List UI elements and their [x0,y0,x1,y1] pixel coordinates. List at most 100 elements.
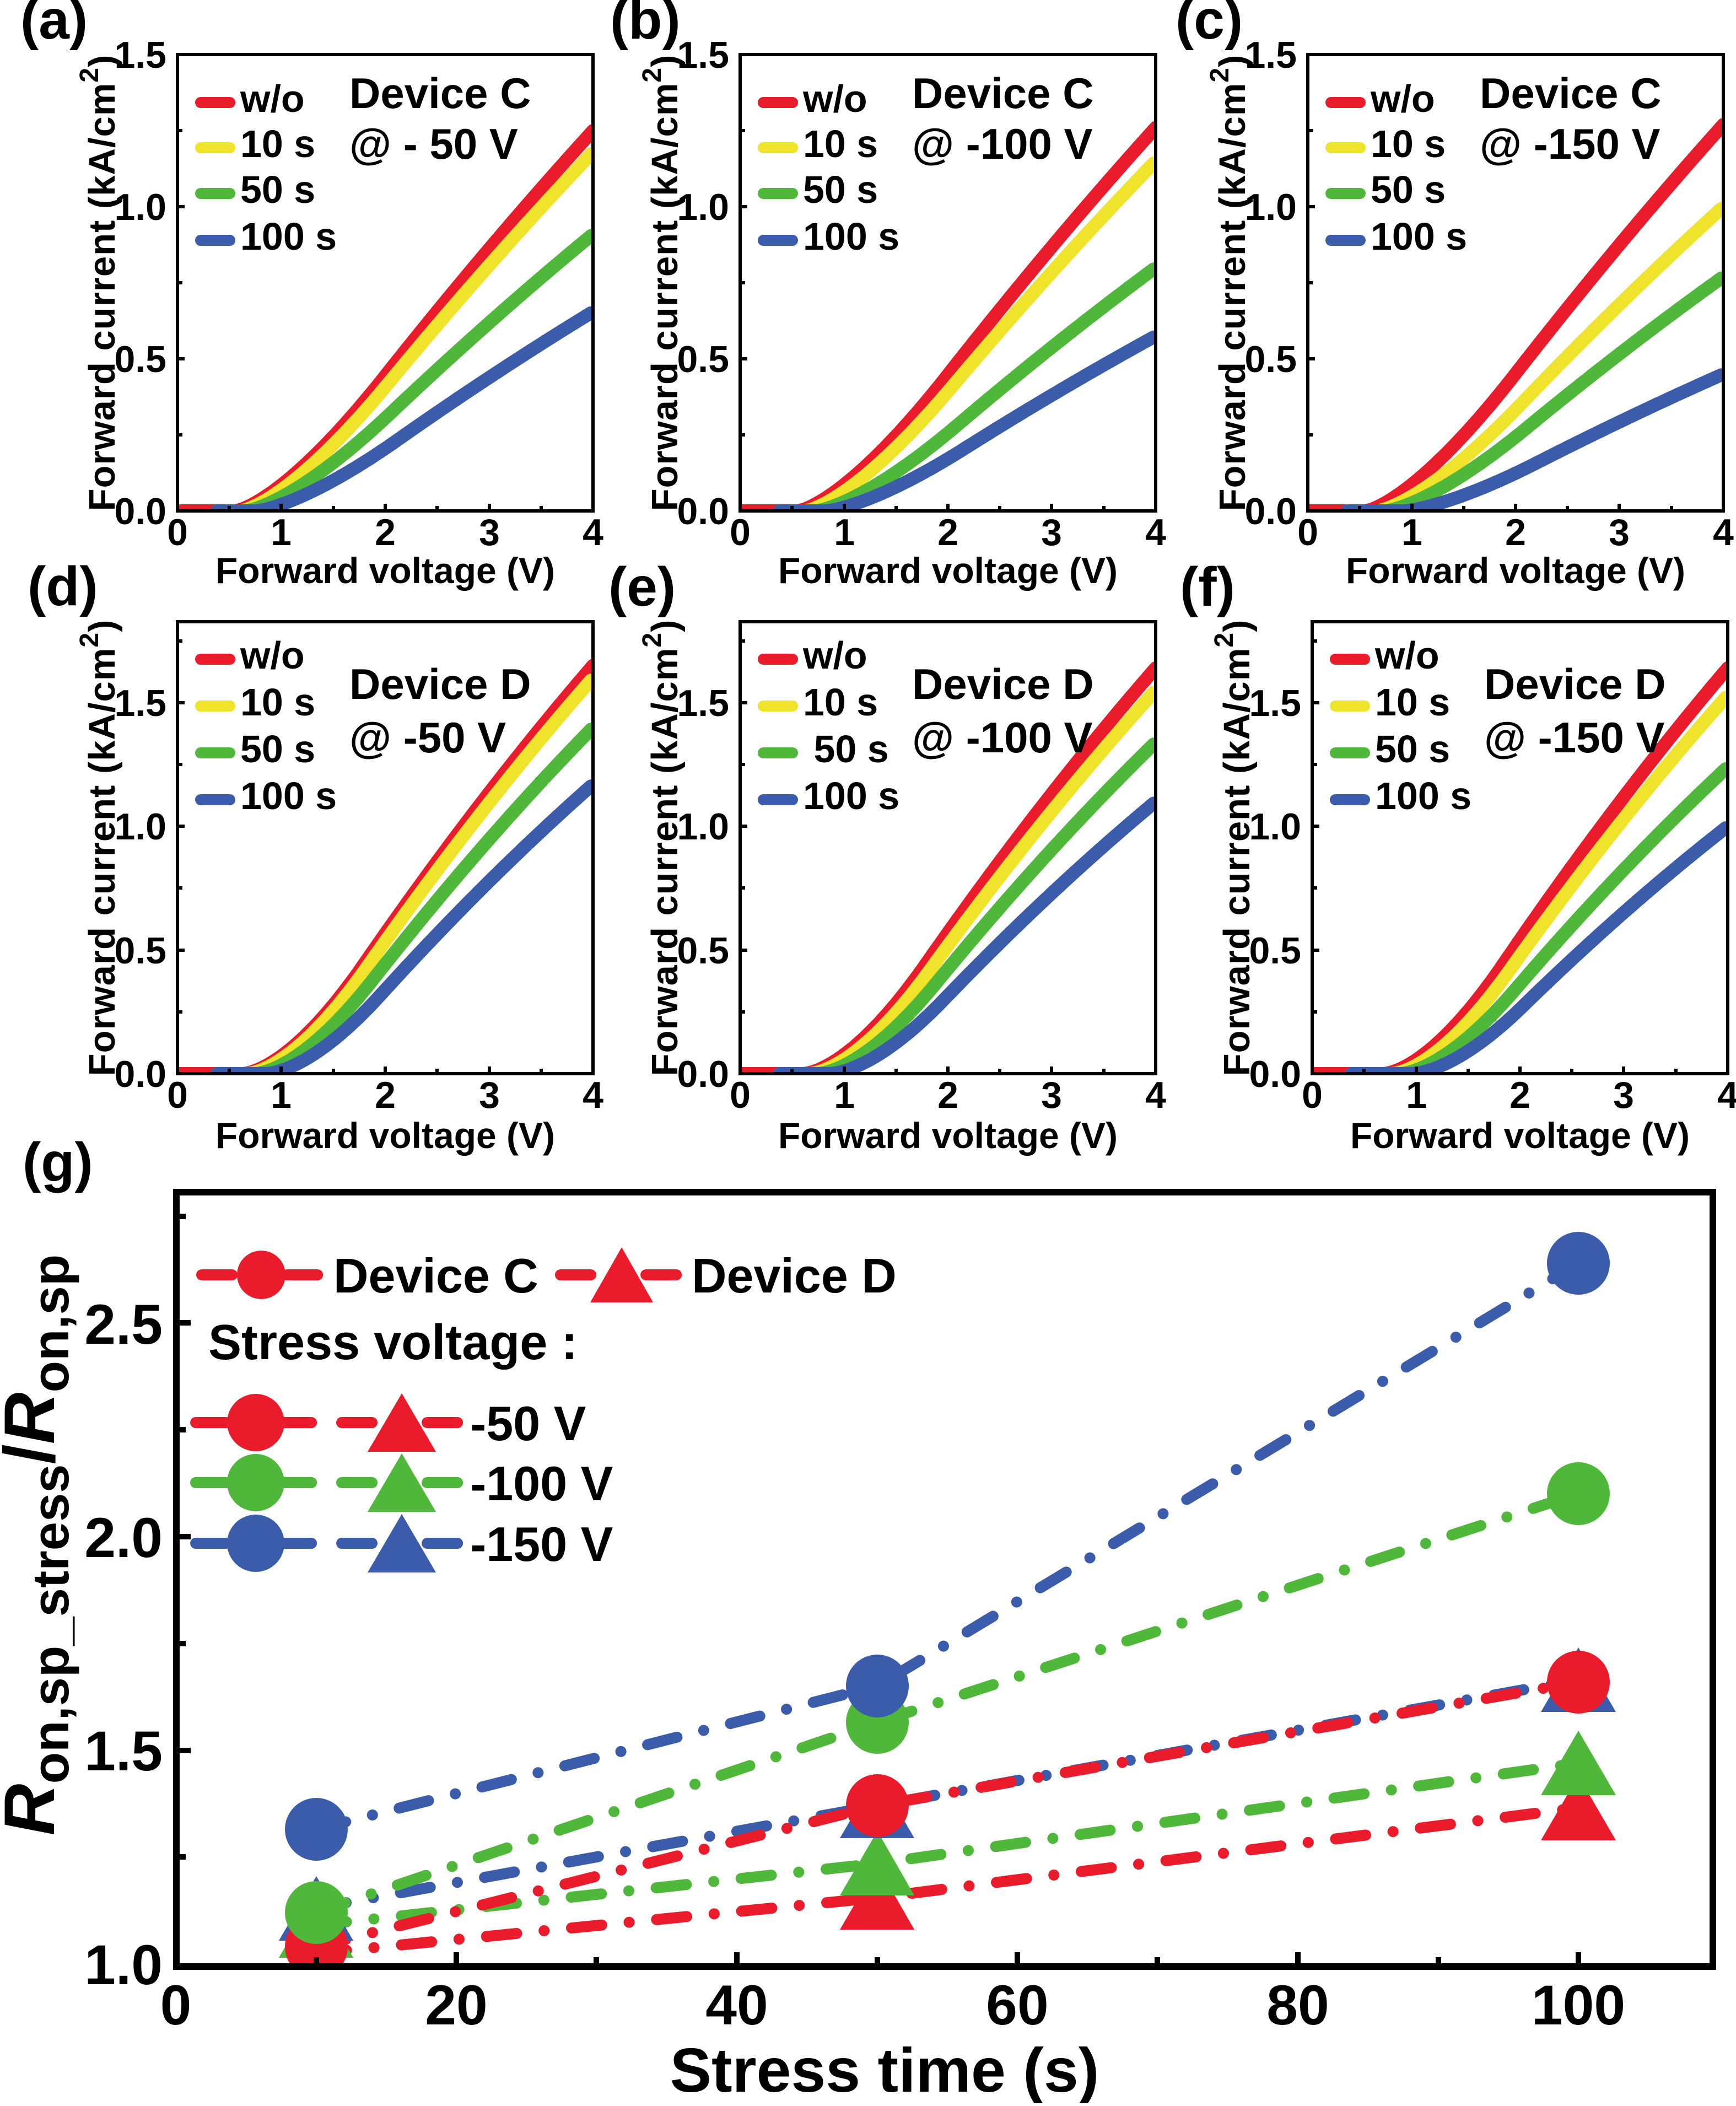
svg-text:1: 1 [1406,1074,1427,1116]
svg-text:1.5: 1.5 [677,34,729,76]
svg-text:w/o: w/o [802,77,867,120]
svg-text:0.0: 0.0 [677,1053,729,1095]
svg-text:(g): (g) [23,1132,93,1193]
svg-text:1.0: 1.0 [114,806,166,848]
svg-text:100 s: 100 s [240,774,337,817]
svg-text:3: 3 [1041,511,1062,553]
svg-text:Device D: Device D [692,1248,897,1303]
svg-text:Forward current (kA/cm2): Forward current (kA/cm2) [75,620,123,1076]
svg-text:0.0: 0.0 [1244,491,1297,532]
svg-text:10 s: 10 s [803,122,878,165]
svg-text:3: 3 [1609,511,1630,553]
svg-text:0: 0 [167,1074,188,1116]
svg-text:1.0: 1.0 [677,806,729,848]
svg-text:0: 0 [1297,511,1318,553]
svg-text:Forward voltage (V): Forward voltage (V) [215,1115,555,1156]
svg-text:0.0: 0.0 [1249,1053,1301,1095]
svg-text:3: 3 [1041,1074,1062,1116]
svg-text:-100 V: -100 V [470,1456,613,1511]
svg-text:(d): (d) [28,556,98,617]
svg-text:50 s: 50 s [240,728,315,771]
svg-text:50 s: 50 s [803,728,889,771]
svg-text:1: 1 [271,1074,292,1116]
svg-text:80: 80 [1266,1974,1329,2037]
svg-text:@ -100 V: @ -100 V [912,713,1093,762]
svg-text:100 s: 100 s [240,215,337,258]
svg-text:1: 1 [834,1074,855,1116]
svg-text:Device D: Device D [349,660,531,708]
svg-text:0.0: 0.0 [114,1053,166,1095]
svg-text:1.0: 1.0 [114,186,166,228]
svg-text:4: 4 [1145,511,1166,553]
svg-text:w/o: w/o [240,77,305,120]
svg-text:w/o: w/o [1374,634,1440,677]
svg-text:@ -150 V: @ -150 V [1480,120,1660,168]
svg-text:20: 20 [425,1974,487,2037]
svg-text:2.5: 2.5 [84,1293,163,1356]
svg-text:2: 2 [375,511,396,553]
svg-text:Forward current (kA/cm2): Forward current (kA/cm2) [75,55,123,511]
svg-text:2: 2 [1509,1074,1530,1116]
svg-text:3: 3 [1613,1074,1634,1116]
svg-text:0: 0 [1302,1074,1323,1116]
svg-text:1.0: 1.0 [1244,186,1297,228]
svg-text:50 s: 50 s [1375,728,1450,771]
svg-text:Device D: Device D [1484,660,1666,708]
svg-text:1.5: 1.5 [677,682,729,724]
svg-text:4: 4 [583,1074,603,1116]
svg-text:10 s: 10 s [240,122,315,165]
svg-text:4: 4 [1713,511,1734,553]
svg-text:2: 2 [937,511,958,553]
svg-text:1.5: 1.5 [114,682,166,724]
svg-text:2: 2 [1505,511,1526,553]
svg-text:(e): (e) [608,556,676,618]
svg-text:0.0: 0.0 [114,491,166,532]
svg-text:Device D: Device D [912,660,1094,708]
svg-text:0.5: 0.5 [114,930,166,972]
svg-text:100 s: 100 s [803,215,899,258]
svg-text:0: 0 [730,1074,751,1116]
svg-text:1.5: 1.5 [1244,34,1297,76]
svg-text:100 s: 100 s [1371,215,1467,258]
svg-text:@ - 50 V: @ - 50 V [349,120,518,168]
svg-text:Device C: Device C [1480,69,1662,117]
svg-text:@ -150 V: @ -150 V [1484,713,1665,762]
svg-text:1.0: 1.0 [677,186,729,228]
svg-text:0.5: 0.5 [1244,338,1297,380]
svg-text:Forward current (kA/cm2): Forward current (kA/cm2) [1210,620,1258,1076]
svg-text:@ -100 V: @ -100 V [912,120,1093,168]
svg-text:0: 0 [160,1974,192,2037]
svg-text:Forward voltage (V): Forward voltage (V) [778,1115,1118,1156]
svg-text:w/o: w/o [1370,77,1435,120]
svg-text:1.5: 1.5 [114,34,166,76]
svg-text:Forward voltage (V): Forward voltage (V) [1346,550,1685,591]
svg-text:10 s: 10 s [240,681,315,724]
svg-text:2.0: 2.0 [84,1506,163,1569]
svg-text:100: 100 [1532,1974,1625,2037]
svg-text:Device C: Device C [912,69,1094,117]
svg-text:(c): (c) [1176,0,1243,51]
svg-text:0: 0 [167,511,188,553]
svg-text:100 s: 100 s [1375,774,1471,817]
svg-text:1.5: 1.5 [84,1720,163,1782]
svg-text:Forward current (kA/cm2): Forward current (kA/cm2) [1205,55,1253,511]
svg-text:10 s: 10 s [1375,681,1450,724]
svg-text:(a): (a) [20,0,88,51]
svg-text:w/o: w/o [240,634,305,677]
svg-text:1: 1 [271,511,292,553]
svg-text:4: 4 [1717,1074,1736,1116]
svg-text:40: 40 [705,1974,768,2037]
svg-text:Stress time (s): Stress time (s) [670,2035,1099,2103]
svg-text:4: 4 [583,511,603,553]
svg-text:Ron,sp_stress/Ron,sp: Ron,sp_stress/Ron,sp [0,1254,79,1836]
svg-text:50 s: 50 s [1371,168,1446,211]
svg-text:0.5: 0.5 [1249,930,1301,972]
svg-text:w/o: w/o [802,634,867,677]
svg-text:1: 1 [834,511,855,553]
svg-text:50 s: 50 s [240,168,315,211]
svg-text:1.0: 1.0 [1249,806,1301,848]
svg-text:1: 1 [1401,511,1422,553]
svg-text:0.0: 0.0 [677,491,729,532]
svg-text:2: 2 [937,1074,958,1116]
svg-text:1.0: 1.0 [84,1933,163,1996]
